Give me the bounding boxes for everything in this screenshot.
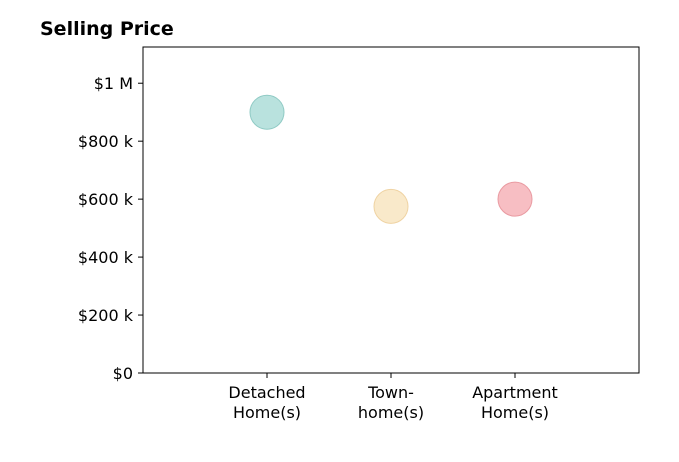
chart-title: Selling Price (40, 18, 174, 40)
plot-frame (142, 46, 640, 374)
y-tick-label: $600 k (78, 190, 134, 209)
y-tick-label: $200 k (78, 306, 134, 325)
data-point (249, 94, 285, 130)
y-tick-label: $800 k (78, 132, 134, 151)
data-point (497, 181, 533, 217)
data-point (373, 188, 409, 224)
axis-ticks: $0 $200 k $400 k $600 k $800 k $1 M Detached Ho… (78, 74, 558, 422)
x-tick-label: Apartment Home(s) (472, 383, 558, 422)
y-tick-label: $1 M (94, 74, 133, 93)
x-tick-label: Town-home(s) (358, 383, 424, 422)
y-tick-label: $400 k (78, 248, 134, 267)
data-points (249, 94, 533, 224)
x-tick-label: Detached Home(s) (228, 383, 305, 422)
y-tick-label: $0 (113, 364, 133, 383)
